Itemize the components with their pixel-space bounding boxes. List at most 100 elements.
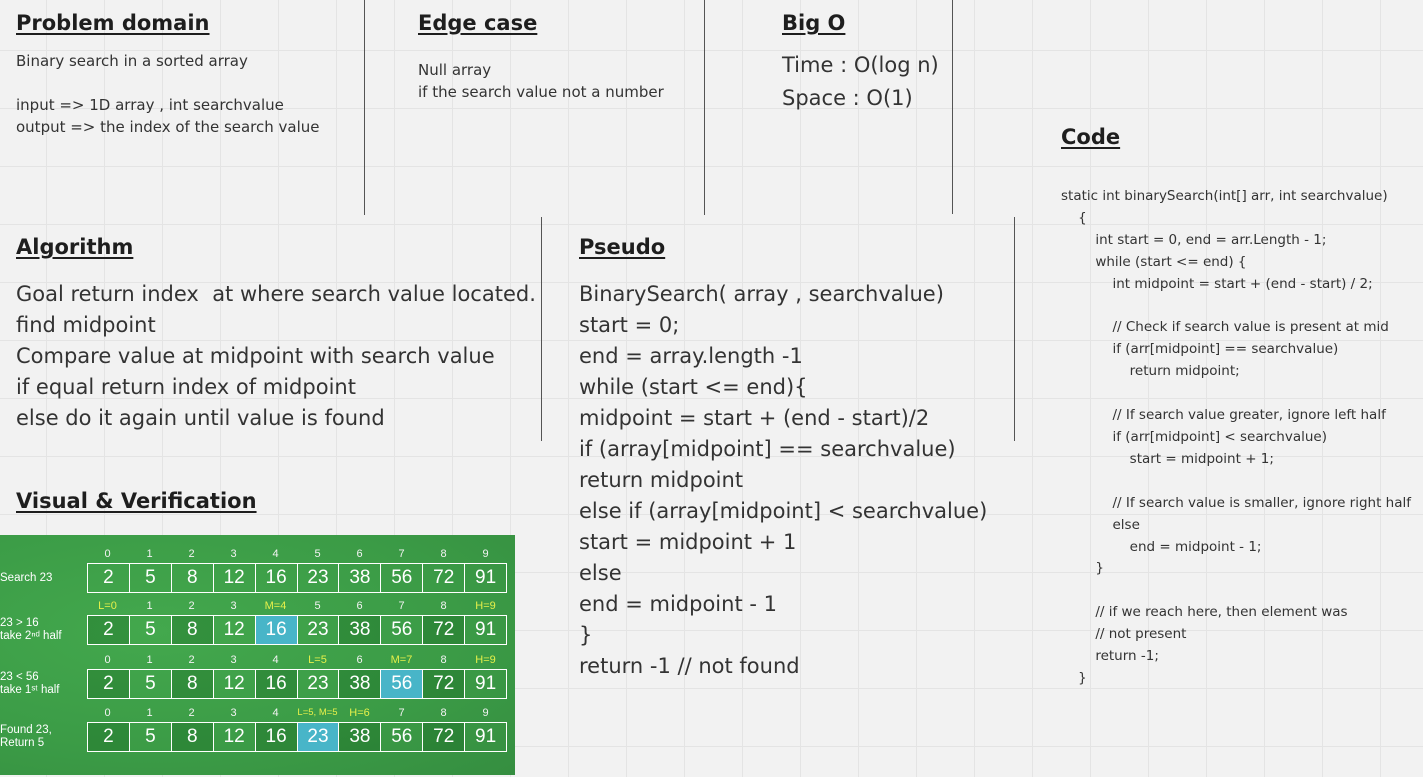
visual-index-label: 7	[398, 707, 405, 719]
visual-index-label: 9	[482, 548, 489, 560]
visual-array-cell: 56	[381, 723, 424, 751]
visual-array-cell: 16	[255, 723, 298, 751]
visual-heading: Visual & Verification	[16, 489, 257, 513]
algorithm-heading: Algorithm	[16, 235, 134, 259]
visual-array-cell: 12	[214, 670, 256, 698]
visual-index-label: M=4	[264, 600, 287, 612]
divider	[541, 217, 542, 441]
visual-array-cell: 8	[172, 564, 214, 592]
visual-index-label: 8	[440, 600, 447, 612]
visual-array-cell: 16	[255, 670, 298, 698]
divider	[1014, 217, 1015, 441]
big-o-heading: Big O	[782, 11, 846, 35]
visual-array-row: 2 5 8 12 16 23 38 56 72 91	[87, 722, 507, 752]
pseudo-text: BinarySearch( array , searchvalue) start…	[579, 282, 988, 678]
visual-array-cell: 8	[171, 670, 214, 698]
visual-array-cell: 23	[298, 616, 340, 644]
code-heading: Code	[1061, 125, 1121, 149]
visual-array-cell: 2	[88, 670, 130, 698]
visual-array-cell: 2	[88, 616, 130, 644]
visual-index-label: 9	[482, 707, 489, 719]
visual-array-cell: 2	[88, 564, 130, 592]
problem-domain-text: Binary search in a sorted array input =>…	[16, 52, 320, 136]
visual-index-label: H=6	[349, 707, 370, 719]
visual-array-row: 2 5 8 12 16 23 38 56 72 91	[87, 563, 507, 593]
visual-index-label: 0	[104, 654, 111, 666]
visual-index-label: 7	[398, 600, 405, 612]
visual-array-cell: 72	[423, 723, 466, 751]
visual-array-cell: 16	[255, 616, 298, 644]
visual-index-label: 0	[104, 707, 111, 719]
visual-row-label: 23 < 56 take 1ˢᵗ half	[0, 671, 60, 696]
visual-array-cell: 91	[475, 567, 497, 588]
visual-index-label: 6	[356, 654, 363, 666]
divider	[952, 0, 953, 214]
visual-array-cell: 12	[214, 723, 256, 751]
visual-index-label: 2	[188, 548, 195, 560]
visual-row-label: Found 23, Return 5	[0, 724, 52, 749]
pseudo-heading: Pseudo	[579, 235, 666, 259]
visual-array-cell: 72	[423, 564, 466, 592]
divider	[364, 0, 365, 215]
visual-array-cell: 16	[256, 564, 298, 592]
visual-array-cell: 38	[339, 564, 382, 592]
big-o-text: Time : O(log n) Space : O(1)	[782, 53, 939, 110]
visual-index-label: M=7	[390, 654, 413, 666]
visual-index-label: 4	[272, 707, 279, 719]
visual-index-label: 8	[440, 654, 447, 666]
visual-array-cell: 72	[423, 670, 466, 698]
visual-array-cell: 2	[88, 723, 130, 751]
visual-array-cell: 5	[130, 670, 172, 698]
visual-index-label: 1	[146, 707, 153, 719]
visual-array-cell: 8	[171, 616, 214, 644]
visual-index-label: H=9	[475, 654, 496, 666]
visual-index-label: 2	[188, 707, 195, 719]
visual-array-cell: 38	[339, 723, 382, 751]
divider	[704, 0, 705, 215]
visual-index-label: 6	[356, 548, 363, 560]
visual-array-row: 2 5 8 12 16 23 38 56 72 91	[87, 615, 507, 645]
visual-array-cell: 23	[298, 670, 340, 698]
visual-index-label: 8	[440, 548, 447, 560]
visual-index-label: 2	[188, 600, 195, 612]
edge-case-heading: Edge case	[418, 11, 538, 35]
visual-array-cell: 23	[297, 723, 340, 751]
binary-search-visual: Search 23 0 1 2 3 4 5 6 7 8 9 2 5 8 12 16 23 38 56 72 91 23 >…	[0, 535, 515, 775]
visual-index-label: 2	[188, 654, 195, 666]
visual-index-label: 6	[356, 600, 363, 612]
code-block: static int binarySearch(int[] arr, int s…	[1061, 188, 1412, 686]
visual-array-cell: 5	[130, 564, 172, 592]
visual-index-label: H=9	[475, 600, 496, 612]
visual-index-label: 1	[146, 600, 153, 612]
visual-array-cell: 72	[423, 616, 466, 644]
visual-array-cell: 91	[475, 726, 497, 747]
visual-index-label: 5	[314, 548, 321, 560]
visual-index-label: 4	[272, 548, 279, 560]
visual-array-cell: 12	[214, 564, 256, 592]
visual-array-cell: 56	[381, 616, 424, 644]
visual-array-cell: 38	[339, 616, 382, 644]
visual-index-label: L=5	[308, 654, 327, 666]
visual-array-cell: 56	[381, 564, 424, 592]
visual-row-label: Search 23	[0, 571, 53, 584]
visual-row-label: 23 > 16 take 2ⁿᵈ half	[0, 617, 62, 642]
visual-index-label: 0	[104, 548, 111, 560]
visual-index-label: 3	[230, 548, 237, 560]
visual-array-cell: 91	[475, 673, 497, 694]
visual-index-label: 3	[230, 654, 237, 666]
visual-array-cell: 23	[298, 564, 340, 592]
visual-array-cell: 8	[171, 723, 214, 751]
visual-array-cell: 38	[339, 670, 382, 698]
visual-index-label: 3	[230, 707, 237, 719]
visual-array-cell: 5	[130, 616, 172, 644]
visual-index-label: 1	[146, 548, 153, 560]
visual-array-cell: 12	[214, 616, 256, 644]
visual-index-label: L=5, M=5	[297, 707, 338, 718]
visual-index-label: L=0	[98, 600, 117, 612]
problem-domain-heading: Problem domain	[16, 11, 210, 35]
visual-index-label: 7	[398, 548, 405, 560]
visual-index-label: 8	[440, 707, 447, 719]
visual-index-label: 3	[230, 600, 237, 612]
visual-array-row: 2 5 8 12 16 23 38 56 72 91	[87, 669, 507, 699]
visual-array-cell: 91	[475, 619, 497, 640]
